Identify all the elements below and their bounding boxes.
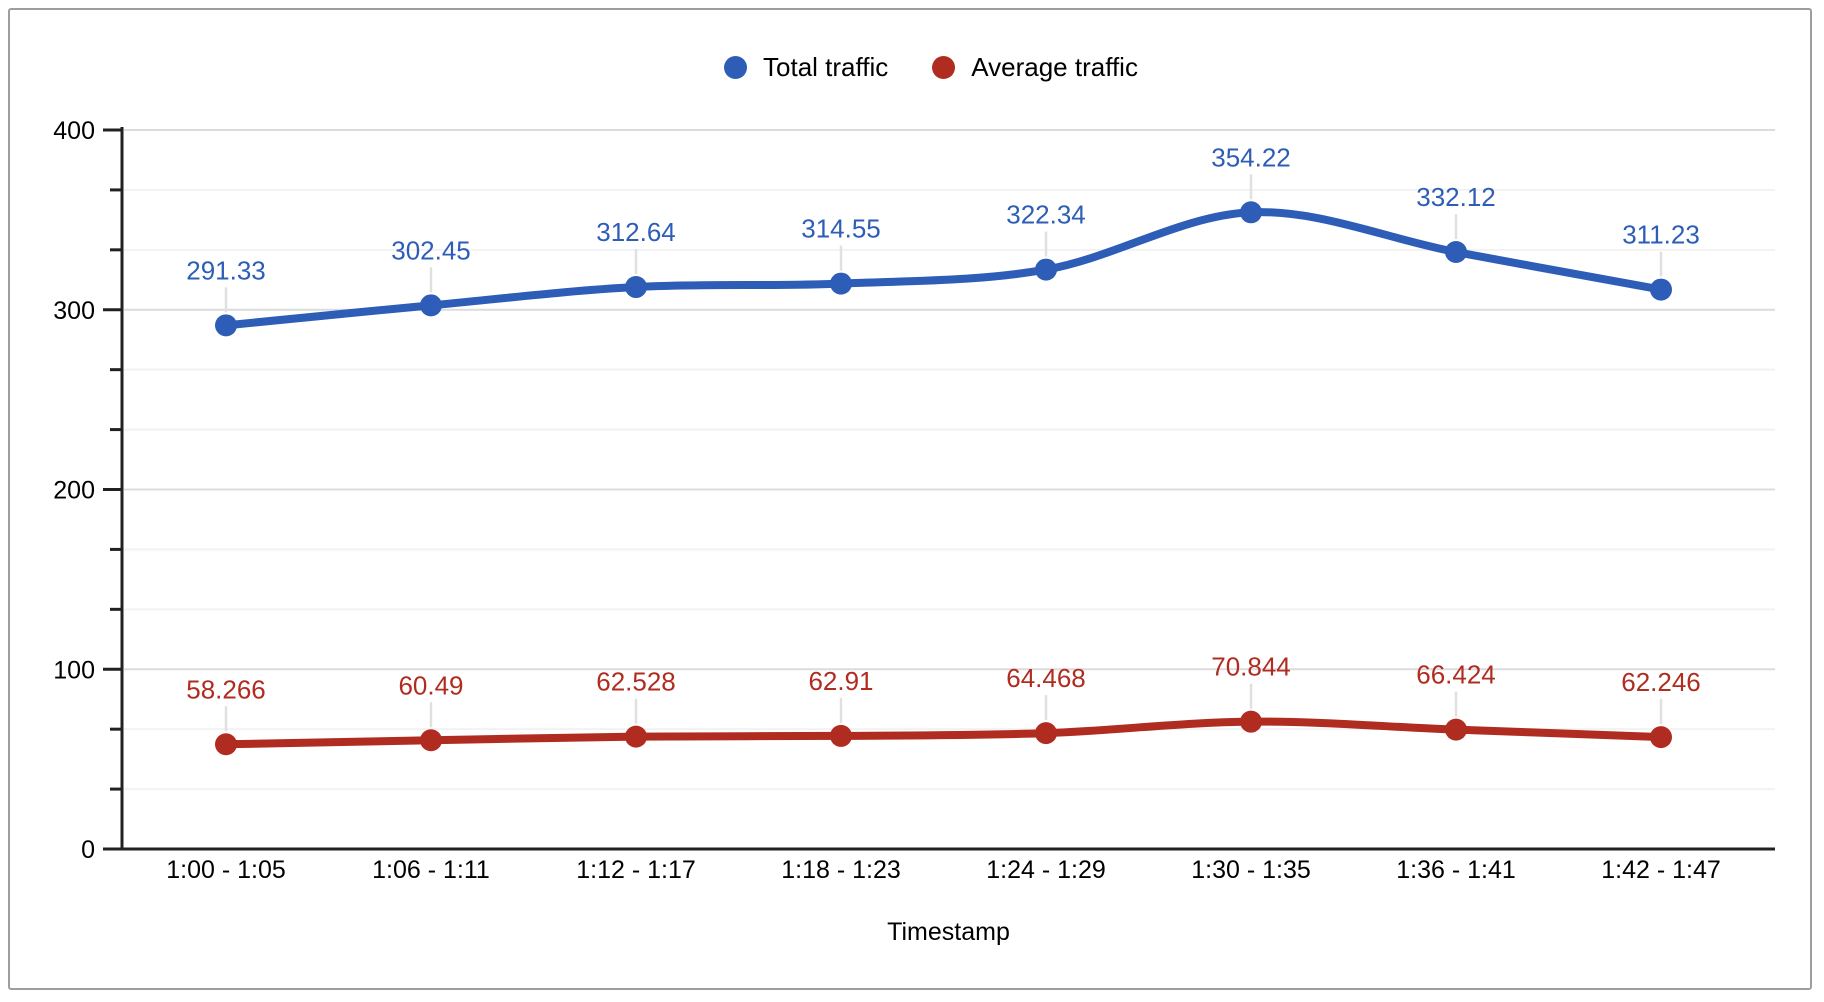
- point-label-average-traffic: 66.424: [1416, 660, 1496, 690]
- y-axis-tick-label: 0: [81, 836, 95, 864]
- data-point-total-traffic-4[interactable]: [1035, 258, 1057, 281]
- legend-item-total-traffic[interactable]: Total traffic: [724, 52, 888, 83]
- x-axis-tick-label: 1:06 - 1:11: [372, 856, 490, 884]
- point-label-total-traffic: 322.34: [1006, 200, 1086, 230]
- legend-swatch-average-traffic-icon: [932, 56, 956, 79]
- legend-label-total-traffic: Total traffic: [763, 52, 889, 82]
- point-label-total-traffic: 354.22: [1211, 142, 1291, 172]
- point-label-total-traffic: 312.64: [596, 217, 676, 247]
- x-axis-tick-label: 1:18 - 1:23: [781, 856, 901, 884]
- x-axis-title: Timestamp: [887, 918, 1010, 946]
- point-label-total-traffic: 291.33: [186, 255, 266, 285]
- y-axis-tick-label: 400: [53, 117, 95, 145]
- data-point-average-traffic-5[interactable]: [1240, 710, 1262, 733]
- data-point-average-traffic-3[interactable]: [830, 724, 852, 747]
- series-line-average-traffic: [222, 717, 1665, 749]
- point-label-total-traffic: 311.23: [1622, 220, 1700, 250]
- data-point-average-traffic-4[interactable]: [1035, 722, 1057, 745]
- y-axis-tick-label: 100: [53, 656, 95, 684]
- data-point-total-traffic-0[interactable]: [215, 314, 237, 337]
- x-axis-tick-label: 1:24 - 1:29: [986, 856, 1106, 884]
- data-point-average-traffic-2[interactable]: [625, 725, 647, 748]
- data-point-average-traffic-0[interactable]: [215, 733, 237, 756]
- data-point-total-traffic-5[interactable]: [1240, 201, 1262, 224]
- legend-swatch-total-traffic-icon: [724, 56, 748, 79]
- chart-card: [8, 8, 1812, 990]
- data-point-total-traffic-6[interactable]: [1445, 241, 1467, 264]
- x-axis-tick-label: 1:30 - 1:35: [1191, 856, 1311, 884]
- point-label-total-traffic: 314.55: [801, 214, 881, 244]
- point-label-average-traffic: 62.91: [808, 666, 873, 696]
- series-line-total-traffic: [222, 208, 1665, 330]
- x-axis-tick-label: 1:12 - 1:17: [576, 856, 696, 884]
- legend-label-average-traffic: Average traffic: [971, 52, 1138, 82]
- data-point-total-traffic-7[interactable]: [1650, 278, 1672, 301]
- x-axis-tick-label: 1:00 - 1:05: [166, 856, 286, 884]
- data-point-average-traffic-6[interactable]: [1445, 718, 1467, 741]
- legend-item-average-traffic[interactable]: Average traffic: [932, 52, 1138, 83]
- chart-legend: Total traffic Average traffic: [724, 52, 1138, 83]
- data-point-average-traffic-1[interactable]: [420, 729, 442, 752]
- point-label-average-traffic: 70.844: [1211, 652, 1291, 682]
- y-axis-tick-label: 200: [53, 477, 95, 505]
- y-axis-tick-label: 300: [53, 297, 95, 325]
- x-axis-tick-label: 1:36 - 1:41: [1396, 856, 1516, 884]
- data-point-total-traffic-1[interactable]: [420, 294, 442, 317]
- point-label-total-traffic: 302.45: [391, 235, 471, 265]
- data-point-total-traffic-3[interactable]: [830, 272, 852, 295]
- point-label-total-traffic: 332.12: [1416, 182, 1496, 212]
- point-label-average-traffic: 62.528: [596, 667, 676, 697]
- point-label-average-traffic: 64.468: [1006, 663, 1086, 693]
- point-label-average-traffic: 62.246: [1621, 667, 1701, 697]
- data-point-total-traffic-2[interactable]: [625, 276, 647, 299]
- x-axis-tick-label: 1:42 - 1:47: [1601, 856, 1721, 884]
- point-label-average-traffic: 58.266: [186, 674, 266, 704]
- point-label-average-traffic: 60.49: [398, 670, 463, 700]
- data-point-average-traffic-7[interactable]: [1650, 726, 1672, 749]
